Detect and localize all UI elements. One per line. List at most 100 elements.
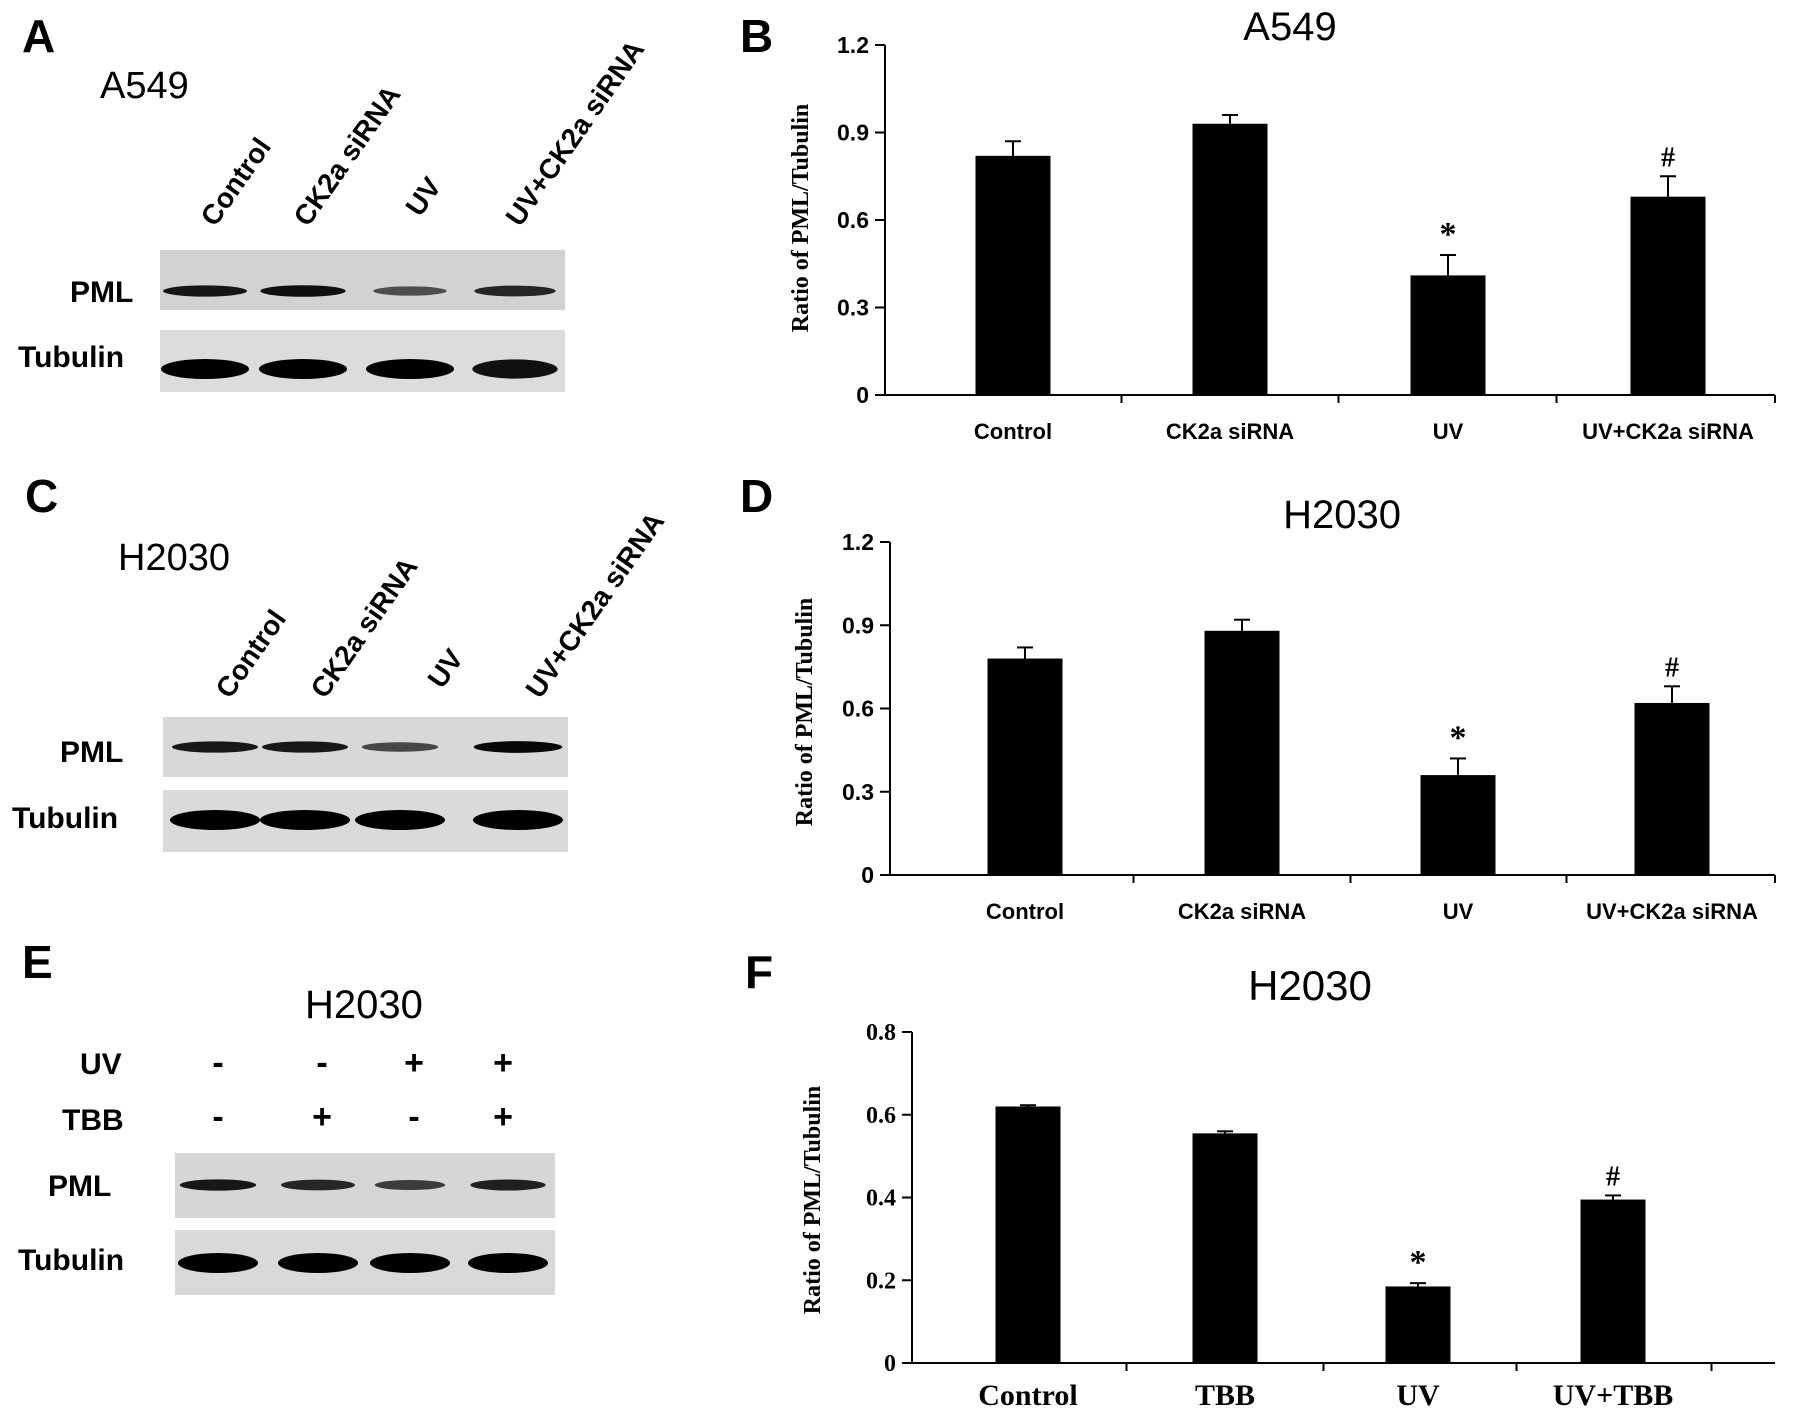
x-category-label: TBB xyxy=(1195,1379,1255,1408)
cell-line-label: H2030 xyxy=(118,537,230,579)
blot-band-pml xyxy=(172,741,258,753)
lane-label: UV+CK2a siRNA xyxy=(500,35,651,232)
lane-label: Control xyxy=(210,604,292,703)
blot-band-pml xyxy=(470,1179,546,1191)
significance-mark: # xyxy=(1661,142,1675,173)
bar-uv xyxy=(1385,1286,1451,1363)
panel-letter-e: E xyxy=(22,936,53,988)
y-tick-label: 0.4 xyxy=(866,1186,896,1212)
x-category-label: UV+TBB xyxy=(1553,1379,1673,1408)
blot-band-pml xyxy=(260,285,346,297)
blot-band-tubulin xyxy=(468,1253,548,1273)
blot-panel-a: A549 Control CK2a siRNA UV UV+CK2a siRNA… xyxy=(18,35,650,392)
significance-mark: # xyxy=(1665,652,1679,683)
treatment-mark: - xyxy=(316,1044,327,1082)
blot-band-tubulin xyxy=(366,359,454,379)
lane-label: CK2a siRNA xyxy=(305,552,424,704)
blot-band-pml xyxy=(473,741,563,753)
row-label-pml: PML xyxy=(60,736,123,769)
cell-line-label: A549 xyxy=(100,65,189,107)
panel-letter-f: F xyxy=(745,946,773,998)
cell-line-label: H2030 xyxy=(305,983,423,1027)
bar-control xyxy=(975,155,1051,395)
bar-tbb xyxy=(1192,1133,1258,1363)
blot-band-pml xyxy=(162,285,248,297)
blot-band-tubulin xyxy=(370,1253,450,1273)
x-category-label: CK2a siRNA xyxy=(1178,899,1306,924)
bar-chart-b: 0 0.3 0.6 0.9 1.2 Control CK2a siRNA * UV # UV+CK2… xyxy=(788,5,1776,444)
blot-band-tubulin xyxy=(170,810,260,830)
bar-control xyxy=(995,1106,1061,1363)
treatment-mark: + xyxy=(404,1044,424,1082)
treatment-mark: + xyxy=(493,1044,513,1082)
bar-chart-f: 0 0.2 0.4 0.6 0.8 Control TBB * UV # UV+TBB H2030 Ra… xyxy=(800,962,1775,1408)
row-label-pml: PML xyxy=(48,1170,111,1203)
x-category-label: UV xyxy=(1443,899,1474,924)
y-tick-label: 0 xyxy=(861,862,874,888)
chart-title: A549 xyxy=(1243,5,1336,49)
treatment-mark: - xyxy=(212,1044,223,1082)
blot-band-tubulin xyxy=(473,810,563,830)
significance-mark: # xyxy=(1606,1161,1620,1192)
lane-label: UV xyxy=(400,172,448,222)
bar-uv xyxy=(1420,775,1496,875)
y-tick-label: 0.9 xyxy=(837,120,869,146)
y-axis-label: Ratio of PML/Tubulin xyxy=(800,1086,826,1315)
panel-letter-d: D xyxy=(740,470,773,522)
x-category-label: Control xyxy=(986,899,1064,924)
bar-uv xyxy=(1410,275,1486,395)
lane-label: UV xyxy=(422,644,470,694)
blot-band-pml xyxy=(361,742,439,752)
blot-band-tubulin xyxy=(355,810,445,830)
bar-chart-d: 0 0.3 0.6 0.9 1.2 Control CK2a siRNA * UV # UV+CK2… xyxy=(792,493,1776,924)
blot-band-pml xyxy=(474,285,556,297)
bar-control xyxy=(987,658,1063,875)
y-tick-label: 0.9 xyxy=(842,612,874,638)
chart-title: H2030 xyxy=(1283,493,1401,537)
blot-panel-e: H2030 UV TBB - - + + - + - + PML Tubulin xyxy=(18,983,555,1295)
x-category-label: Control xyxy=(974,419,1052,444)
bar-ck2a-sirna xyxy=(1204,630,1280,875)
blot-band-pml xyxy=(262,741,348,753)
x-category-label: Control xyxy=(978,1379,1077,1408)
panel-letter-a: A xyxy=(22,10,55,62)
blot-panel-c: H2030 Control CK2a siRNA UV UV+CK2a siRN… xyxy=(12,507,670,852)
y-axis-label: Ratio of PML/Tubulin xyxy=(788,104,814,333)
lane-label: Control xyxy=(195,132,277,231)
treatment-mark: - xyxy=(212,1098,223,1136)
y-tick-label: 1.2 xyxy=(842,529,874,555)
row-label-tubulin: Tubulin xyxy=(18,341,124,374)
blot-band-tubulin xyxy=(472,359,558,379)
y-tick-label: 0.3 xyxy=(837,295,869,321)
blot-strip-pml xyxy=(160,250,565,310)
x-category-label: UV xyxy=(1396,1379,1440,1408)
blot-band-pml xyxy=(179,1179,257,1191)
panel-letter-b: B xyxy=(740,10,773,62)
lane-label: UV+CK2a siRNA xyxy=(520,507,671,704)
y-tick-label: 0.6 xyxy=(866,1103,896,1129)
blot-band-tubulin xyxy=(161,359,249,379)
significance-mark: * xyxy=(1410,1244,1427,1281)
treatment-label-tbb: TBB xyxy=(62,1104,124,1137)
significance-mark: * xyxy=(1440,216,1457,253)
panel-letter-c: C xyxy=(25,470,58,522)
blot-band-tubulin xyxy=(178,1253,258,1273)
y-tick-label: 0.8 xyxy=(866,1020,896,1046)
chart-title: H2030 xyxy=(1248,962,1372,1009)
treatment-mark: + xyxy=(312,1098,332,1136)
blot-band-pml xyxy=(374,1179,446,1191)
x-category-label: UV xyxy=(1433,419,1464,444)
blot-band-tubulin xyxy=(259,359,347,379)
y-tick-label: 0.2 xyxy=(866,1268,896,1294)
significance-mark: * xyxy=(1450,719,1467,756)
treatment-label-uv: UV xyxy=(80,1048,122,1081)
blot-band-tubulin xyxy=(278,1253,358,1273)
bar-uv-tbb xyxy=(1580,1199,1646,1363)
blot-band-tubulin xyxy=(260,810,350,830)
y-tick-label: 0 xyxy=(884,1351,896,1377)
x-category-label: CK2a siRNA xyxy=(1166,419,1294,444)
bar-uv-ck2a-sirna xyxy=(1634,702,1710,875)
bar-uv-ck2a-sirna xyxy=(1630,196,1706,395)
row-label-pml: PML xyxy=(70,276,133,309)
